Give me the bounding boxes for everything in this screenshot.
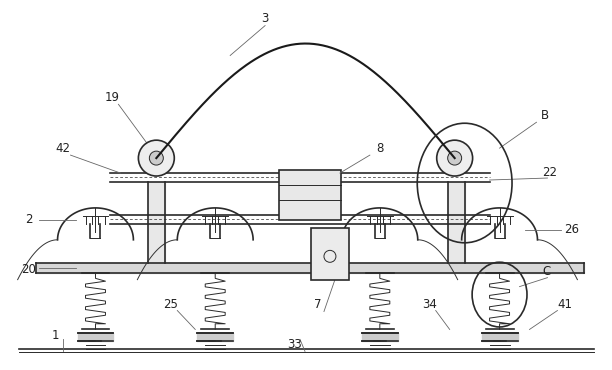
Text: 2: 2	[25, 213, 32, 226]
Text: 3: 3	[261, 12, 269, 25]
Text: 34: 34	[422, 298, 437, 311]
Circle shape	[138, 140, 174, 176]
Text: 33: 33	[288, 338, 302, 351]
Circle shape	[437, 140, 472, 176]
Circle shape	[447, 151, 461, 165]
Text: 1: 1	[52, 329, 59, 342]
Text: 26: 26	[564, 223, 579, 236]
Text: C: C	[542, 265, 551, 278]
Text: 19: 19	[105, 91, 120, 104]
Text: B: B	[540, 109, 548, 122]
Text: 42: 42	[55, 142, 70, 155]
Text: 8: 8	[376, 142, 384, 155]
Text: 41: 41	[557, 298, 572, 311]
Bar	[279, 170, 341, 220]
Bar	[311, 228, 349, 280]
Text: 7: 7	[314, 298, 322, 311]
Text: 20: 20	[21, 263, 36, 276]
Text: 25: 25	[163, 298, 177, 311]
Text: 22: 22	[542, 165, 557, 179]
Circle shape	[149, 151, 163, 165]
